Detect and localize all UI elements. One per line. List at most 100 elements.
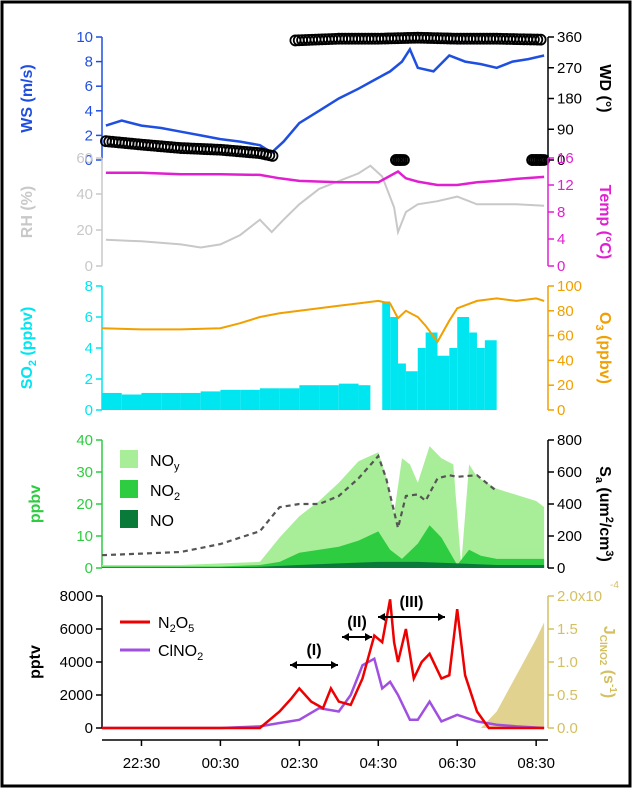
legend-swatch xyxy=(120,510,138,528)
ylabel-pptv: pptv xyxy=(27,645,44,679)
legend-label-sub2: 5 xyxy=(188,623,194,635)
ylabel-so2-tail: (ppbv) xyxy=(19,307,36,360)
left-tick-label: 60 xyxy=(76,150,93,167)
left-tick-label: 30 xyxy=(76,464,93,481)
panel-n2o5: 800060004000200002.0x101.51.00.50.0-4N2O… xyxy=(27,580,619,737)
period-arrow-head xyxy=(438,613,445,621)
period-label: (III) xyxy=(400,594,424,611)
legend-label-sub: y xyxy=(174,461,180,473)
series-wd-point xyxy=(266,149,279,162)
series-wd-point xyxy=(398,154,410,166)
legend-label-main: N xyxy=(158,615,170,632)
legend-label-sub: 2 xyxy=(174,491,180,503)
left-tick-label: 8 xyxy=(85,278,93,295)
right-tick-label: 90 xyxy=(557,121,574,138)
series-clno2 xyxy=(102,656,545,730)
series-wd-point xyxy=(531,33,544,46)
x-tick-label: 06:30 xyxy=(438,755,476,772)
series-wd-point xyxy=(530,154,543,166)
ylabel-j-tail2: ) xyxy=(600,693,617,698)
legend-label-sub: 2 xyxy=(197,651,203,663)
left-tick-label: 0 xyxy=(85,560,93,577)
legend-label: N2O5 xyxy=(158,615,194,635)
series-temp xyxy=(105,169,545,187)
series-wd-point xyxy=(526,154,539,166)
ylabel-sa-sup: 2 xyxy=(603,517,615,523)
series-wd-point xyxy=(528,33,540,46)
right-tick-label: 8 xyxy=(557,204,565,221)
bar-so2 xyxy=(200,391,221,410)
ylabel-temp: Temp (°C) xyxy=(596,185,613,260)
ylabel-sa-tail1: (um xyxy=(596,483,613,517)
bar-so2 xyxy=(425,332,438,410)
right-tick-label: 0 xyxy=(557,152,565,169)
ylabel-so2-sub: 2 xyxy=(27,360,39,366)
right-tick-label: 360 xyxy=(557,29,582,46)
period-label: (I) xyxy=(306,642,321,659)
panel-wind: 10 8 6 4 2 0 360 270 180 90 0 WS (m/s) WD (°) xyxy=(19,29,613,169)
bar-so2 xyxy=(121,394,142,410)
bar-so2 xyxy=(279,388,300,410)
right-tick-label: 800 xyxy=(557,432,582,449)
area-no xyxy=(102,561,545,568)
bar-so2 xyxy=(259,388,280,410)
left-tick-label: 4 xyxy=(85,340,93,357)
bar-so2 xyxy=(358,385,371,410)
period-arrow-head xyxy=(365,633,372,641)
ylabel-o3-sub: 3 xyxy=(593,325,605,331)
period-arrow-head xyxy=(378,613,385,621)
ylabel-o3-tail: (ppbv) xyxy=(596,331,613,384)
ylabel-j-sup: -1 xyxy=(607,684,618,693)
left-tick-label: 4 xyxy=(85,103,93,120)
series-rh xyxy=(105,164,545,249)
bar-so2 xyxy=(180,392,201,410)
legend-label-main: NO xyxy=(150,453,174,470)
ylabel-o3-main: O xyxy=(596,312,613,324)
bar-so2 xyxy=(220,389,241,410)
series-wd-point xyxy=(534,154,547,166)
area-jclno2 xyxy=(480,622,545,728)
bar-so2 xyxy=(299,385,320,410)
right-tick-label: 4 xyxy=(557,231,565,248)
bar-so2 xyxy=(476,348,485,410)
ylabel-sa-main: S xyxy=(596,466,613,477)
right-tick-label: 400 xyxy=(557,496,582,513)
bar-so2 xyxy=(469,332,477,410)
ylabel-right-j: JClNO2 (s-1) xyxy=(597,626,618,698)
left-tick-label: 6 xyxy=(85,78,93,95)
right-tick-label: 100 xyxy=(557,278,582,295)
right-tick-label: 600 xyxy=(557,464,582,481)
right-tick-label: 60 xyxy=(557,328,574,345)
period-arrow-head xyxy=(342,633,349,641)
ylabel-ppbv: ppbv xyxy=(27,485,44,523)
legend-label: NO2 xyxy=(150,483,180,503)
period-arrow-head xyxy=(290,661,297,669)
ylabel-so2-main: SO xyxy=(19,366,36,389)
right-tick-label: 80 xyxy=(557,303,574,320)
x-axis: 22:30 00:30 02:30 04:30 06:30 08:30 xyxy=(102,739,555,772)
ylabel-left-met: RH (%) xyxy=(19,186,36,238)
bar-so2 xyxy=(338,383,359,410)
ylabel-right-o3: O3 (ppbv) xyxy=(593,312,613,384)
left-tick-label: 40 xyxy=(76,186,93,203)
ylabel-j-sub: ClNO2 xyxy=(597,635,608,666)
left-tick-label: 0 xyxy=(85,258,93,275)
legend-label: ClNO2 xyxy=(158,643,203,663)
left-tick-label: 8 xyxy=(85,54,93,71)
right-tick-label: 180 xyxy=(557,91,582,108)
area-no2 xyxy=(102,525,545,568)
series-sa xyxy=(101,453,498,557)
left-tick-label: 0 xyxy=(85,402,93,419)
ylabel-left-wind: WS (m/s) xyxy=(19,64,36,132)
x-tick-label: 02:30 xyxy=(281,755,319,772)
left-tick-label: 0 xyxy=(85,152,93,169)
legend-swatch xyxy=(120,450,138,468)
left-tick-label: 4000 xyxy=(60,654,93,671)
bar-so2 xyxy=(437,355,450,410)
left-tick-label: 2 xyxy=(85,127,93,144)
bar-so2 xyxy=(319,385,339,410)
right-tick-label: 0.5 xyxy=(557,687,578,704)
